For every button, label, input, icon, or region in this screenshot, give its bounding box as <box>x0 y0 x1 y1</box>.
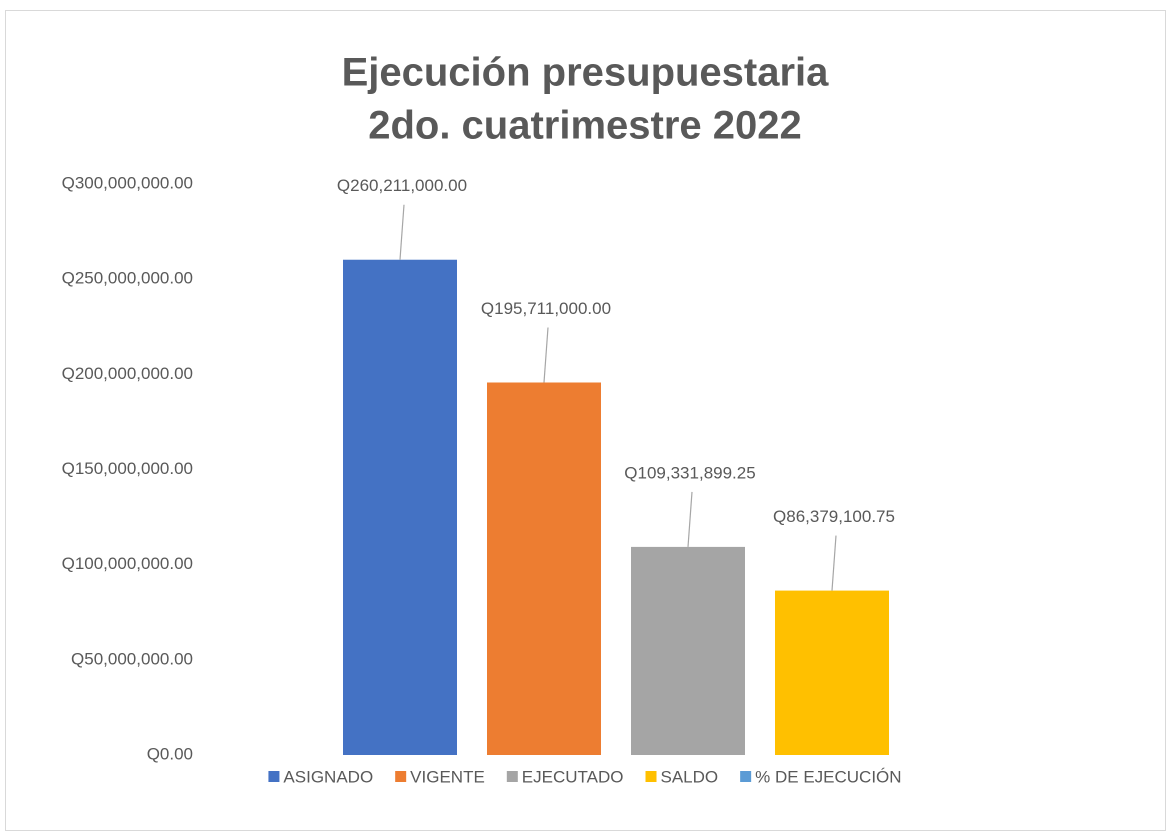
bar <box>775 590 889 755</box>
legend-label: VIGENTE <box>410 767 485 786</box>
legend-label: EJECUTADO <box>522 767 624 786</box>
y-tick-label: Q0.00 <box>147 744 193 763</box>
bar <box>343 259 457 755</box>
leader-line <box>831 535 837 591</box>
legend-swatch <box>395 771 407 782</box>
leader-line <box>687 491 693 547</box>
y-tick-label: Q300,000,000.00 <box>62 173 193 192</box>
legend-label: % DE EJECUCIÓN <box>755 767 901 786</box>
legend-swatch <box>740 771 752 782</box>
y-tick-label: Q50,000,000.00 <box>71 649 193 668</box>
chart-title: 2do. cuatrimestre 2022 <box>368 104 802 148</box>
bar <box>631 546 745 755</box>
leader-line <box>399 204 405 260</box>
y-tick-label: Q150,000,000.00 <box>62 459 193 478</box>
legend-label: ASIGNADO <box>283 767 373 786</box>
legend-swatch <box>645 771 657 782</box>
bar <box>487 382 601 755</box>
legend-swatch <box>506 771 518 782</box>
legend-label: SALDO <box>661 767 719 786</box>
data-label: Q195,711,000.00 <box>481 299 611 318</box>
data-label: Q260,211,000.00 <box>337 176 467 195</box>
legend-swatch <box>268 771 280 782</box>
data-label: Q86,379,100.75 <box>773 507 895 526</box>
y-tick-label: Q250,000,000.00 <box>62 269 193 288</box>
chart-title: Ejecución presupuestaria <box>342 51 830 95</box>
y-tick-label: Q100,000,000.00 <box>62 554 193 573</box>
leader-line <box>543 327 549 383</box>
data-label: Q109,331,899.25 <box>624 463 755 482</box>
y-tick-label: Q200,000,000.00 <box>62 364 193 383</box>
